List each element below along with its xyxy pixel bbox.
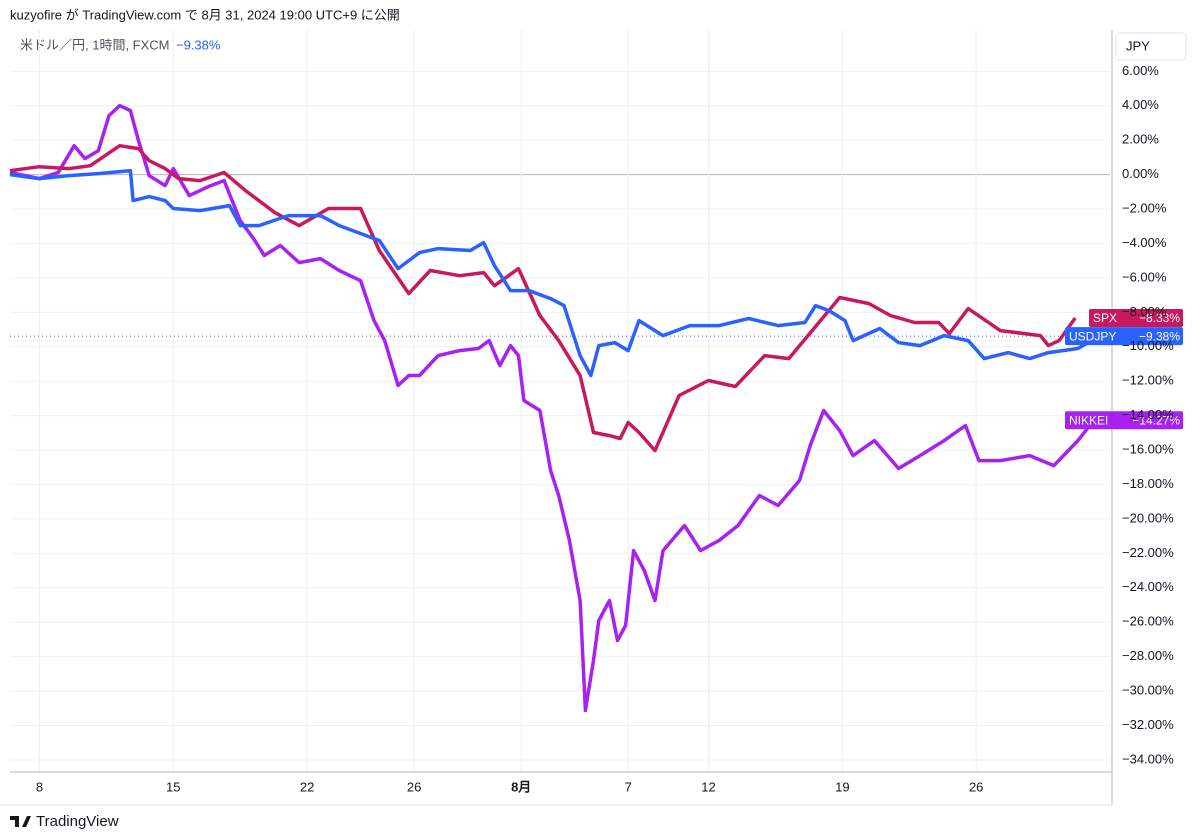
x-tick-label: 19 — [835, 779, 849, 794]
series-line — [9, 143, 1077, 453]
y-tick-label: −34.00% — [1122, 751, 1174, 766]
y-tick-label: −6.00% — [1122, 269, 1167, 284]
price-tag — [1065, 411, 1183, 430]
price-tag — [1065, 327, 1183, 346]
y-tick-label: −4.00% — [1122, 235, 1167, 250]
tag-value: −8.33% — [1139, 311, 1180, 325]
y-tick-label: −26.00% — [1122, 614, 1174, 629]
tag-value: −14.27% — [1132, 413, 1180, 427]
y-axis-label: JPY — [1126, 38, 1150, 53]
tag-name: USDJPY — [1069, 329, 1116, 343]
tag-value: −9.38% — [1139, 329, 1180, 343]
x-tick-label: 12 — [701, 779, 715, 794]
y-tick-label: 0.00% — [1122, 166, 1159, 181]
series-line — [9, 168, 1101, 378]
y-tick-label: −16.00% — [1122, 442, 1174, 457]
y-tick-label: −22.00% — [1122, 545, 1174, 560]
tag-name: NIKKEI — [1069, 413, 1108, 427]
title-change: −9.38% — [176, 37, 221, 52]
brand-logo — [10, 816, 31, 827]
x-tick-label: 15 — [166, 779, 180, 794]
x-tick-label: 8月 — [511, 779, 531, 794]
x-tick-label: 7 — [625, 779, 632, 794]
x-tick-label: 26 — [969, 779, 983, 794]
y-tick-label: 6.00% — [1122, 63, 1159, 78]
y-tick-label: −20.00% — [1122, 510, 1174, 525]
y-tick-label: −24.00% — [1122, 579, 1174, 594]
y-tick-label: 4.00% — [1122, 97, 1159, 112]
y-tick-label: −12.00% — [1122, 373, 1174, 388]
currency-box[interactable] — [1115, 32, 1187, 61]
y-tick-label: −8.00% — [1122, 304, 1167, 319]
price-tag — [1089, 309, 1183, 328]
y-tick-label: −30.00% — [1122, 683, 1174, 698]
y-tick-label: 2.00% — [1122, 132, 1159, 147]
tag-name: SPX — [1093, 311, 1117, 325]
x-tick-label: 26 — [407, 779, 421, 794]
y-tick-label: −2.00% — [1122, 200, 1167, 215]
series-line — [9, 103, 1096, 713]
chart-title: 米ドル／円, 1時間, FXCM — [20, 37, 170, 52]
y-tick-label: −18.00% — [1122, 476, 1174, 491]
y-tick-label: −14.00% — [1122, 407, 1174, 422]
brand: TradingView — [36, 813, 119, 830]
y-tick-label: −32.00% — [1122, 717, 1174, 732]
header: kuzyofire が TradingView.com で 8月 31, 202… — [10, 7, 400, 22]
y-tick-label: −28.00% — [1122, 648, 1174, 663]
y-tick-label: −10.00% — [1122, 338, 1174, 353]
x-tick-label: 8 — [36, 779, 43, 794]
x-tick-label: 22 — [300, 779, 314, 794]
